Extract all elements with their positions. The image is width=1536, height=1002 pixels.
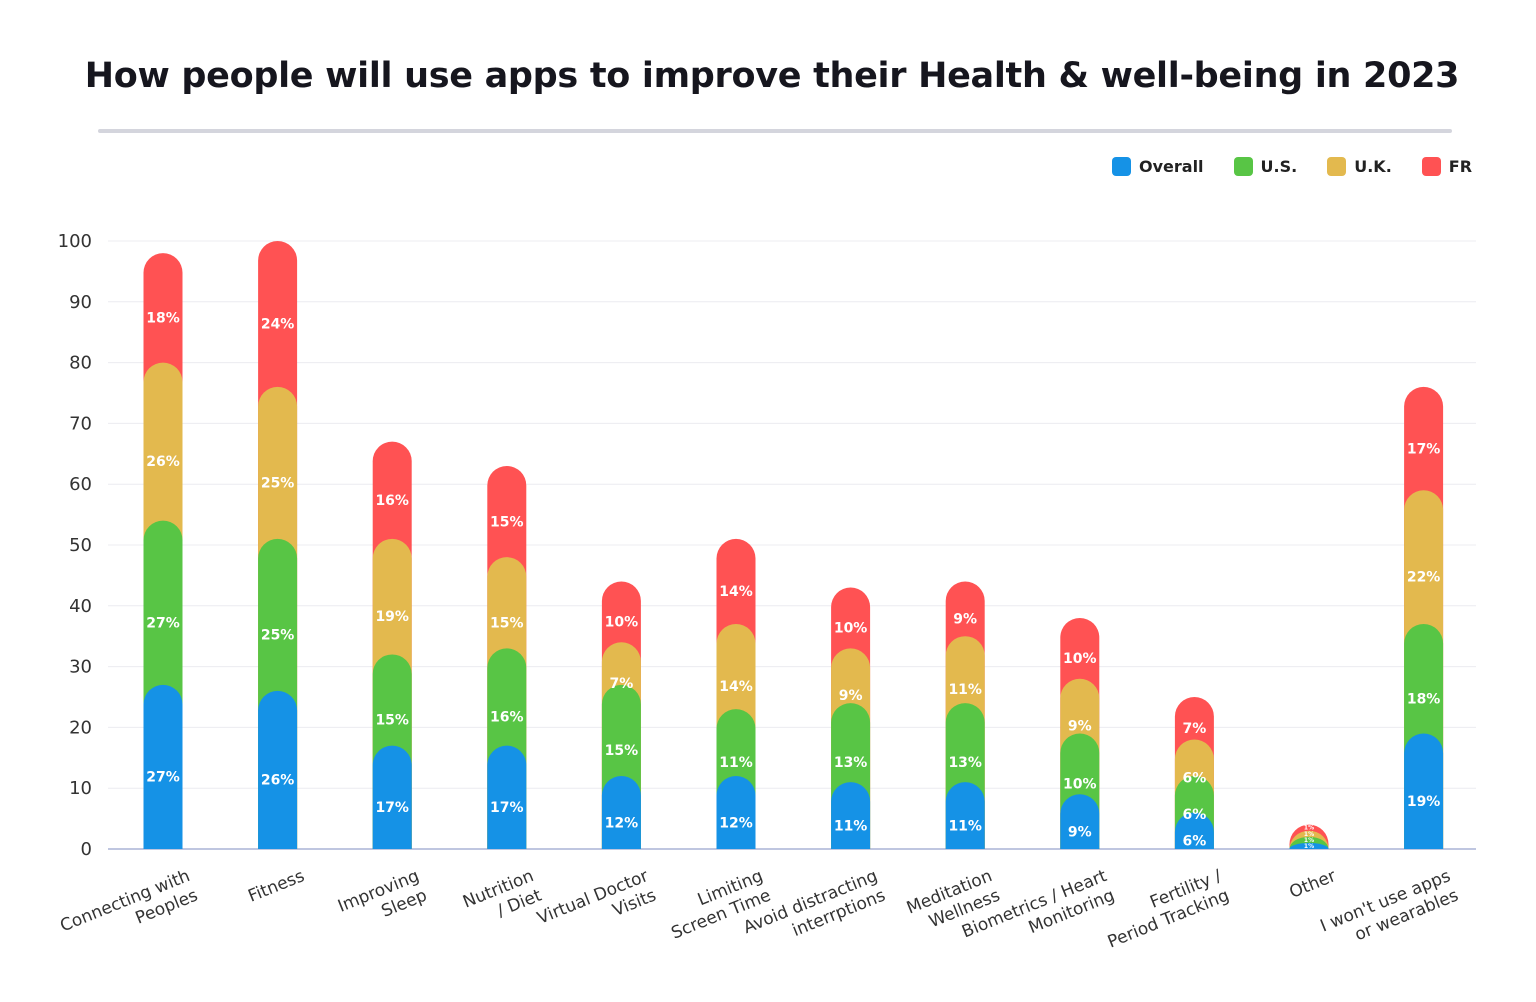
bar-value-label-overall-1: 26% xyxy=(261,773,295,789)
bar-value-label-fr-7: 9% xyxy=(953,612,977,628)
legend-item-overall: Overall xyxy=(1112,157,1204,176)
bar-value-label-overall-11: 19% xyxy=(1407,794,1441,810)
x-category-label-3: Nutrition/ Diet xyxy=(460,866,545,932)
bar-segment-overall-0 xyxy=(143,684,183,849)
bar-value-label-fr-10: 1% xyxy=(1304,825,1314,832)
bar-value-label-overall-0: 27% xyxy=(146,770,180,786)
x-category-label-line: Other xyxy=(1287,866,1339,903)
legend: Overall U.S. U.K. FR xyxy=(1112,157,1472,176)
bar-value-label-us-2: 15% xyxy=(375,713,409,729)
legend-swatch-uk xyxy=(1327,157,1347,176)
bar-value-label-uk-7: 11% xyxy=(948,682,982,698)
bar-segment-overall-5 xyxy=(716,776,756,849)
bar-value-label-uk-11: 22% xyxy=(1407,570,1441,586)
bar-value-label-uk-2: 19% xyxy=(375,609,409,625)
bar-value-label-us-8: 10% xyxy=(1063,776,1097,792)
legend-label-overall: Overall xyxy=(1139,157,1204,176)
legend-item-us: U.S. xyxy=(1233,157,1298,176)
legend-swatch-fr xyxy=(1421,157,1441,176)
y-tick-label-60: 60 xyxy=(69,474,92,495)
chart-title: How people will use apps to improve thei… xyxy=(84,56,1460,96)
y-tick-label-80: 80 xyxy=(69,353,92,374)
bar-value-label-overall-4: 12% xyxy=(605,815,639,831)
bar-value-label-uk-8: 9% xyxy=(1068,719,1092,735)
bar-segment-overall-3 xyxy=(487,745,527,849)
bar-value-label-fr-4: 10% xyxy=(605,615,639,631)
bar-value-label-uk-0: 26% xyxy=(146,454,180,470)
legend-item-fr: FR xyxy=(1421,157,1473,176)
bar-segment-overall-10 xyxy=(1289,842,1329,849)
y-tick-label-70: 70 xyxy=(69,413,92,434)
bar-segment-overall-1 xyxy=(258,690,298,849)
bar-value-label-fr-8: 10% xyxy=(1063,651,1097,667)
bar-value-label-overall-9: 6% xyxy=(1183,834,1207,850)
bar-segment-overall-8 xyxy=(1060,794,1100,849)
legend-swatch-overall xyxy=(1112,157,1131,176)
x-category-label-11: I won't use appsor wearables xyxy=(1317,866,1461,956)
bar-value-label-fr-2: 16% xyxy=(375,493,409,509)
bar-value-label-uk-10: 1% xyxy=(1304,831,1314,838)
title-divider xyxy=(98,129,1452,133)
x-category-label-line: Fitness xyxy=(245,866,307,907)
bar-value-label-uk-1: 25% xyxy=(261,475,295,491)
bar-segment-overall-7 xyxy=(945,782,985,849)
bar-value-label-fr-0: 18% xyxy=(146,311,180,327)
bar-value-label-fr-1: 24% xyxy=(261,317,295,333)
y-tick-label-0: 0 xyxy=(81,839,92,860)
bar-value-label-fr-9: 7% xyxy=(1183,721,1207,737)
y-tick-label-100: 100 xyxy=(58,231,92,252)
bar-value-label-fr-3: 15% xyxy=(490,514,524,530)
legend-label-us: U.S. xyxy=(1260,157,1298,176)
bar-value-label-uk-6: 9% xyxy=(839,688,863,704)
bar-value-label-overall-8: 9% xyxy=(1068,824,1092,840)
x-category-label-2: ImprovingSleep xyxy=(335,866,430,936)
bar-value-label-overall-5: 12% xyxy=(719,815,753,831)
x-category-label-4: Virtual DoctorVisits xyxy=(535,866,660,948)
bar-value-label-fr-11: 17% xyxy=(1407,441,1441,457)
bar-value-label-overall-10: 1% xyxy=(1304,843,1314,850)
bar-value-label-uk-3: 15% xyxy=(490,615,524,631)
x-category-label-10: Other xyxy=(1287,866,1339,903)
y-tick-label-50: 50 xyxy=(69,535,92,556)
legend-swatch-us xyxy=(1233,157,1253,176)
bar-value-label-overall-6: 11% xyxy=(834,818,868,834)
y-tick-label-20: 20 xyxy=(69,717,92,738)
bar-value-label-uk-9: 6% xyxy=(1183,770,1207,786)
legend-item-uk: U.K. xyxy=(1327,157,1392,176)
bar-value-label-us-4: 15% xyxy=(605,743,639,759)
y-tick-label-10: 10 xyxy=(69,778,92,799)
legend-label-uk: U.K. xyxy=(1354,157,1392,176)
bar-value-label-overall-2: 17% xyxy=(375,800,409,816)
bar-value-label-us-7: 13% xyxy=(948,755,982,771)
y-tick-label-90: 90 xyxy=(69,292,92,313)
legend-label-fr: FR xyxy=(1448,157,1473,176)
bar-value-label-us-6: 13% xyxy=(834,755,868,771)
bar-segment-overall-4 xyxy=(601,776,641,849)
bar-value-label-uk-5: 14% xyxy=(719,679,753,695)
bar-value-label-fr-5: 14% xyxy=(719,584,753,600)
bar-value-label-us-3: 16% xyxy=(490,710,524,726)
bar-segment-overall-2 xyxy=(372,745,412,849)
bar-value-label-us-10: 1% xyxy=(1304,837,1314,844)
x-category-label-1: Fitness xyxy=(245,866,307,907)
bar-value-label-us-1: 25% xyxy=(261,627,295,643)
bar-value-label-us-5: 11% xyxy=(719,755,753,771)
bar-value-label-us-9: 6% xyxy=(1183,807,1207,823)
bar-segment-overall-6 xyxy=(831,782,871,849)
bar-value-label-overall-3: 17% xyxy=(490,800,524,816)
bar-value-label-us-11: 18% xyxy=(1407,691,1441,707)
bar-segment-overall-9 xyxy=(1174,812,1214,849)
bar-value-label-overall-7: 11% xyxy=(948,818,982,834)
y-tick-label-30: 30 xyxy=(69,657,92,678)
y-tick-label-40: 40 xyxy=(69,596,92,617)
bar-value-label-us-0: 27% xyxy=(146,615,180,631)
bar-segment-overall-11 xyxy=(1404,733,1444,849)
bar-value-label-uk-4: 7% xyxy=(610,676,634,692)
x-category-label-9: Fertility /Period Tracking xyxy=(1097,866,1232,953)
x-category-label-0: Connecting withPeoples xyxy=(57,866,200,956)
bar-value-label-fr-6: 10% xyxy=(834,621,868,637)
